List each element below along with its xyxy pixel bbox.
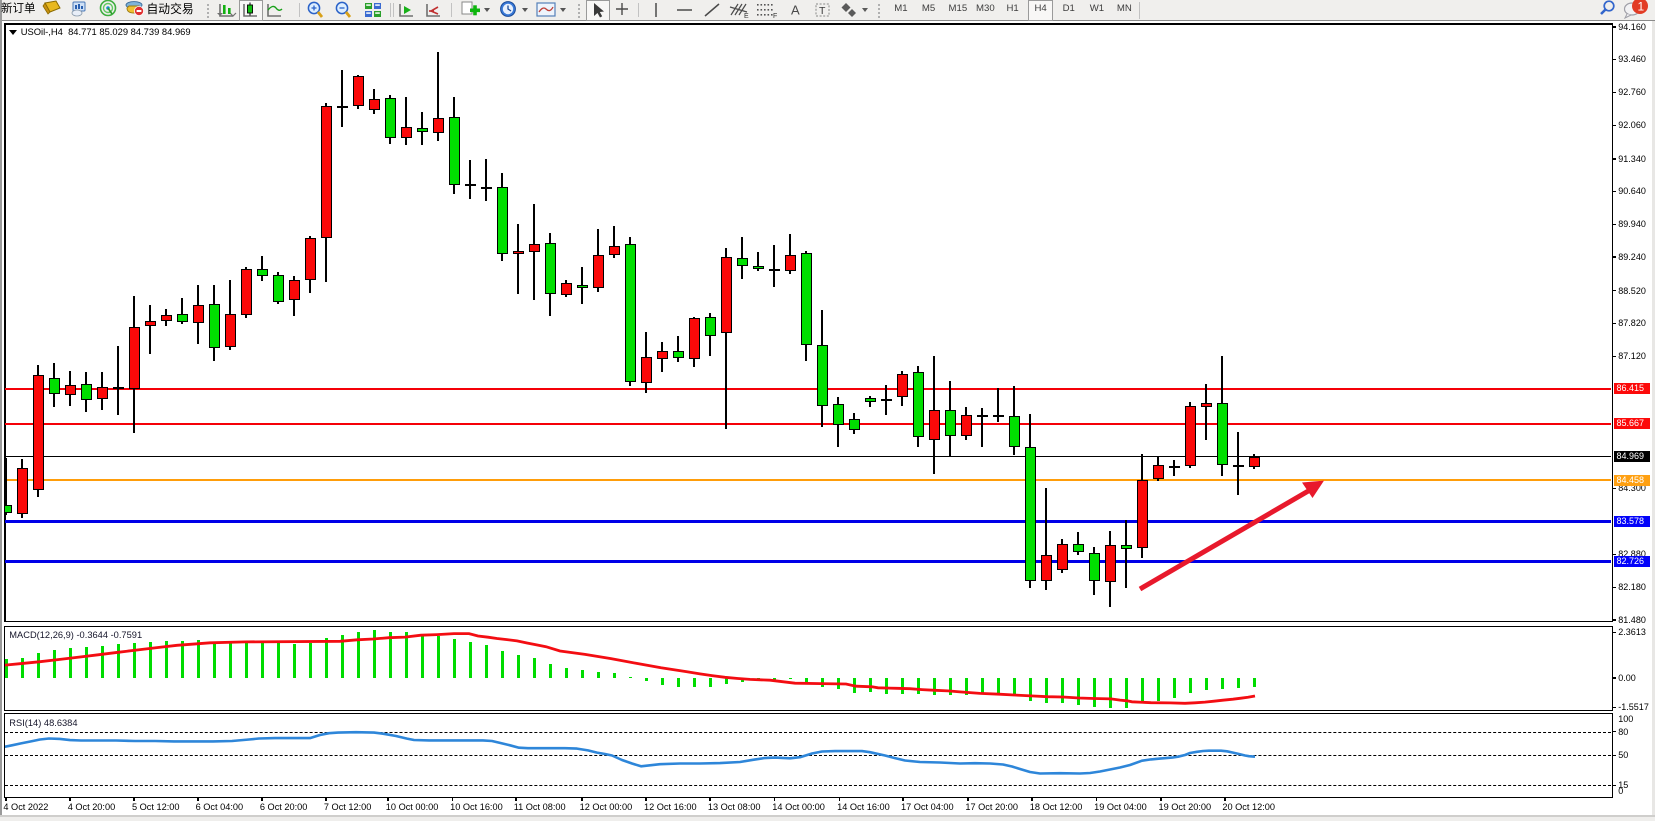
svg-text:A: A <box>791 3 800 18</box>
svg-text:H1: H1 <box>1007 3 1019 14</box>
svg-text:M5: M5 <box>922 3 935 14</box>
svg-text:W1: W1 <box>1090 3 1104 14</box>
svg-text:T: T <box>819 5 826 17</box>
svg-text:F: F <box>773 13 777 20</box>
svg-text:E: E <box>744 13 749 20</box>
svg-text:1: 1 <box>1638 0 1645 14</box>
svg-text:新订单: 新订单 <box>1 1 36 15</box>
svg-text:MN: MN <box>1117 3 1132 14</box>
svg-text:自动交易: 自动交易 <box>147 2 194 16</box>
svg-text:M1: M1 <box>894 3 907 14</box>
svg-text:H4: H4 <box>1035 3 1048 14</box>
svg-text:M15: M15 <box>949 3 968 14</box>
svg-text:D1: D1 <box>1063 3 1075 14</box>
svg-text:M30: M30 <box>976 3 995 14</box>
